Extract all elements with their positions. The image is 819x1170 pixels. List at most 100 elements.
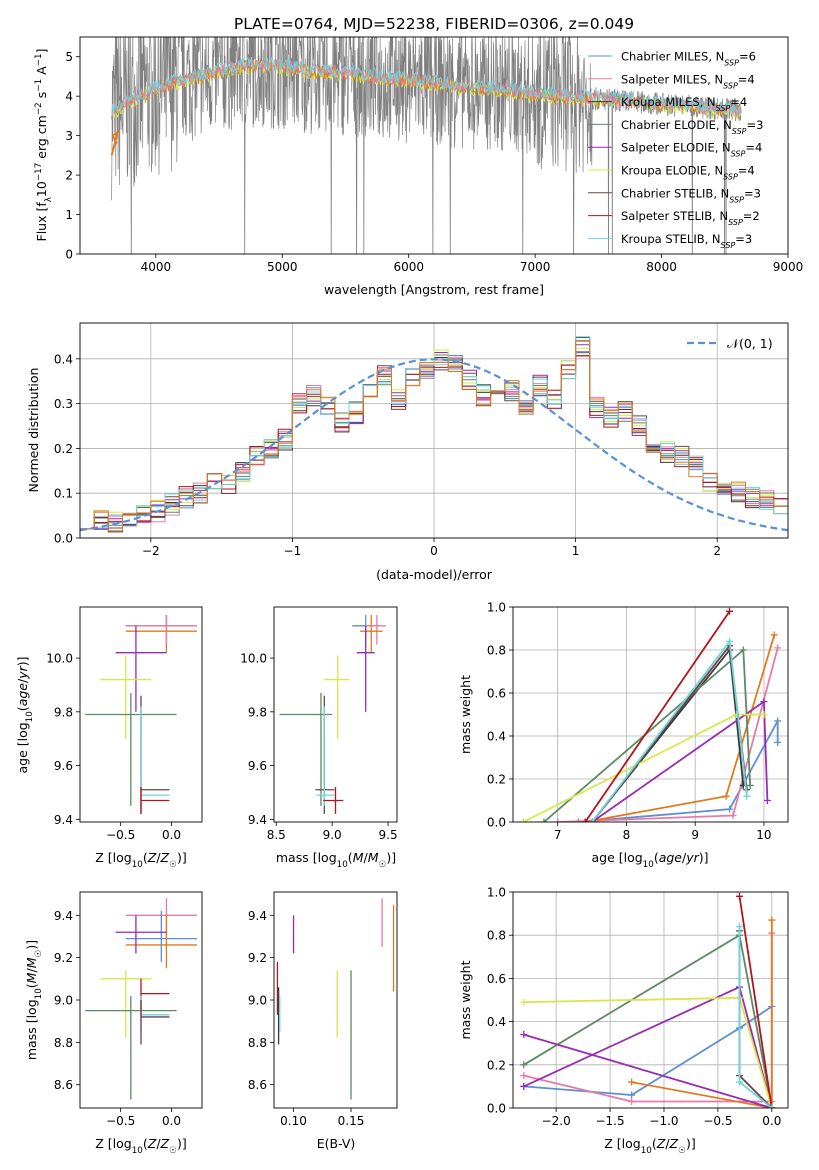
- axes-massweight_vs_Z: −2.0 −1.5 −1.0 −0.5 0.0 0.0 0.2 0.4 0.6 0.8 1.0: [487, 886, 781, 1129]
- plot-spectrum: [110, 37, 742, 254]
- x-tick-label: 6000: [393, 260, 424, 274]
- y-tick-label: 2: [65, 169, 73, 183]
- y-tick-label: 1: [65, 208, 73, 222]
- y-tick-label: 8.8: [248, 1036, 267, 1050]
- y-tick-label: 0.8: [487, 929, 506, 943]
- y-tick-label: 10.0: [46, 652, 73, 666]
- mass-weight-marker: [735, 1078, 743, 1086]
- mass-weight-marker: [735, 923, 743, 931]
- y-tick-label: 0.4: [487, 730, 506, 744]
- x-axis-label: Z [log10(Z/Z☉)]: [95, 1136, 187, 1156]
- mass-weight-series: [578, 720, 779, 822]
- axes-age_vs_mass: 8.5 9.0 9.5 9.4 9.6 9.8 10.0: [240, 652, 397, 842]
- y-tick-label: 9.0: [248, 994, 267, 1008]
- axes-mass_vs_Z: −0.5 0.0 8.6 8.8 9.0 9.2 9.4: [54, 909, 181, 1128]
- mass-weight-marker: [574, 818, 582, 822]
- gaussian-curve: [80, 358, 788, 532]
- mass-weight-marker: [743, 792, 751, 800]
- mass-weight-marker: [760, 711, 768, 718]
- y-tick-label: 0.6: [487, 687, 506, 701]
- y-tick-label: 0: [65, 248, 73, 262]
- y-tick-label: 0.4: [487, 1015, 506, 1029]
- mass-weight-marker: [774, 738, 782, 746]
- mass-weight-marker: [581, 818, 589, 822]
- mass-weight-marker: [722, 792, 730, 800]
- mass-weight-marker: [520, 1061, 528, 1069]
- y-tick-label: 0.3: [54, 397, 73, 411]
- mass-weight-series: [584, 610, 731, 822]
- y-axis-label: Flux [fλ10−17 erg cm−2 s−1 A−1]: [34, 49, 54, 242]
- plot-residuals: [80, 323, 788, 538]
- x-tick-label: 9.5: [379, 828, 398, 842]
- y-axis-label: mass weight: [458, 960, 473, 1039]
- y-tick-label: 9.4: [248, 909, 267, 923]
- mass-weight-marker: [770, 631, 778, 639]
- plot-age_vs_mass: [279, 615, 386, 814]
- y-tick-label: 0.2: [54, 442, 73, 456]
- mass-weight-marker: [726, 637, 734, 645]
- legend-label: Salpeter MILES, NSSP=4: [621, 72, 755, 90]
- legend-label: Chabrier STELIB, NSSP=3: [621, 186, 761, 204]
- legend: Chabrier MILES, NSSP=6 Salpeter MILES, NS…: [588, 50, 763, 249]
- y-tick-label: 3: [65, 129, 73, 143]
- x-axis-label: wavelength [Angstrom, rest frame]: [324, 282, 544, 297]
- x-axis-label: Z [log10(Z/Z☉)]: [95, 850, 187, 870]
- y-tick-label: 10.0: [240, 652, 267, 666]
- x-axis-label: (data-model)/error: [376, 567, 493, 582]
- legend-label: Chabrier MILES, NSSP=6: [621, 50, 756, 68]
- y-tick-label: 4: [65, 90, 73, 104]
- mass-weight-marker: [628, 1091, 636, 1099]
- axes-frame: [273, 606, 398, 823]
- x-tick-label: 0.10: [280, 1114, 307, 1128]
- axes-frame: [512, 891, 789, 1109]
- axes-frame: [273, 891, 398, 1109]
- mass-weight-marker: [768, 1104, 776, 1108]
- axes-spectrum: 4000 5000 6000 7000 8000 9000 0 1 2 3 4 5: [65, 50, 803, 274]
- y-tick-label: 9.8: [54, 705, 73, 719]
- axes-frame: [512, 606, 789, 823]
- legend-label: Salpeter STELIB, NSSP=2: [621, 209, 760, 227]
- axes-massweight_vs_age: 7 8 9 10 0.0 0.2 0.4 0.6 0.8 1.0: [487, 601, 772, 843]
- mass-weight-marker: [628, 1078, 636, 1086]
- axes-residuals: −2 −1 0 1 2 0.0 0.1 0.2 0.3 0.4: [54, 352, 721, 558]
- axes-age_vs_Z: −0.5 0.0 9.4 9.6 9.8 10.0: [46, 652, 181, 842]
- mass-weight-marker: [726, 607, 734, 615]
- mass-weight-marker: [729, 812, 737, 820]
- mass-weight-marker: [768, 916, 776, 924]
- y-tick-label: 0.0: [487, 1102, 506, 1116]
- mass-weight-series: [523, 985, 773, 1108]
- mass-weight-marker: [746, 781, 754, 789]
- mass-weight-marker: [520, 1031, 528, 1039]
- mass-weight-marker: [520, 1082, 528, 1090]
- y-tick-label: 0.2: [487, 773, 506, 787]
- x-tick-label: 8.5: [267, 828, 286, 842]
- y-axis-label: Normed distribution: [26, 368, 41, 493]
- histogram-series: [80, 339, 788, 532]
- axes-frame: [79, 322, 789, 539]
- axes-frame: [79, 891, 203, 1109]
- histogram-series: [80, 355, 788, 530]
- model-spectrum-start: [110, 129, 120, 156]
- y-tick-label: 9.0: [54, 994, 73, 1008]
- y-tick-label: 9.6: [248, 759, 267, 773]
- plot-mass_vs_Z: [85, 898, 197, 1100]
- y-tick-label: 0.6: [487, 972, 506, 986]
- y-axis-label: mass [log10(M/M☉)]: [24, 940, 44, 1060]
- mass-weight-marker: [774, 717, 782, 725]
- legend-label-gaussian: 𝒩(0, 1): [727, 336, 773, 351]
- y-tick-label: 5: [65, 50, 73, 64]
- plot-massweight_vs_age: [513, 607, 788, 822]
- histogram-series: [80, 351, 788, 530]
- x-tick-label: 10: [756, 828, 771, 842]
- mass-weight-marker: [739, 646, 747, 654]
- x-tick-label: 9: [691, 828, 699, 842]
- mass-weight-marker: [774, 644, 782, 652]
- axes-mass_vs_ebv: 0.10 0.15 8.6 8.8 9.0 9.2 9.4: [248, 909, 364, 1128]
- histogram-series: [80, 336, 788, 530]
- x-tick-label: 0.15: [338, 1114, 365, 1128]
- x-axis-label: E(B-V): [317, 1136, 356, 1151]
- legend-label: Chabrier ELODIE, NSSP=3: [621, 118, 763, 136]
- x-tick-label: −0.5: [106, 1114, 135, 1128]
- plot-age_vs_Z: [85, 615, 197, 814]
